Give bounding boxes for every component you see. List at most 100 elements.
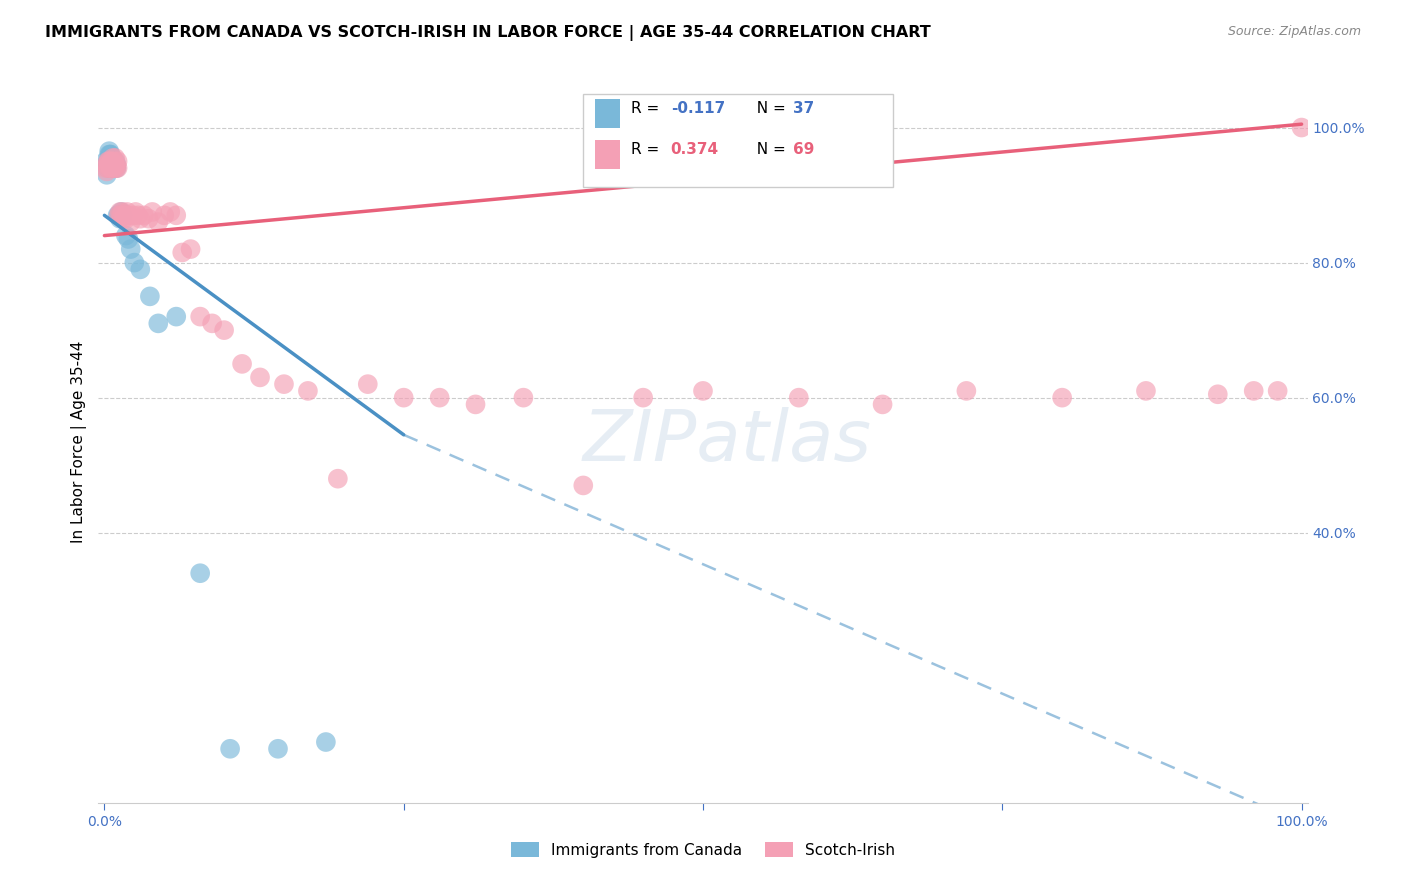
Point	[120, 242, 142, 256]
Point	[97, 161, 120, 175]
Point	[110, 208, 132, 222]
Point	[104, 154, 127, 169]
Point	[315, 735, 337, 749]
Point	[141, 205, 163, 219]
Point	[97, 161, 120, 175]
Point	[107, 154, 129, 169]
Point	[98, 158, 121, 172]
Point	[129, 211, 152, 226]
Point	[631, 391, 654, 405]
Point	[188, 566, 211, 581]
Point	[103, 161, 125, 175]
Point	[132, 208, 155, 222]
Point	[105, 158, 128, 172]
Point	[114, 208, 136, 222]
Point	[111, 205, 134, 219]
Point	[108, 211, 131, 226]
Point	[117, 208, 139, 222]
Point	[572, 478, 595, 492]
Point	[872, 397, 894, 411]
Point	[111, 208, 134, 222]
Point	[100, 154, 122, 169]
Point	[107, 208, 129, 222]
Point	[139, 289, 162, 303]
Point	[98, 147, 121, 161]
Point	[115, 205, 138, 219]
Point	[124, 255, 146, 269]
Point	[129, 262, 152, 277]
Point	[96, 168, 118, 182]
Y-axis label: In Labor Force | Age 35-44: In Labor Force | Age 35-44	[72, 341, 87, 542]
Point	[100, 161, 122, 175]
Point	[127, 208, 149, 222]
Point	[101, 158, 124, 172]
Point	[100, 151, 122, 165]
Point	[100, 158, 122, 172]
Point	[464, 397, 486, 411]
Point	[101, 158, 124, 172]
Point	[249, 370, 271, 384]
Point	[273, 377, 295, 392]
Point	[124, 205, 146, 219]
Point	[96, 158, 118, 172]
Point	[165, 310, 187, 324]
Point	[787, 391, 810, 405]
Text: 69: 69	[793, 143, 814, 157]
Point	[96, 164, 118, 178]
Point	[100, 147, 122, 161]
Point	[96, 158, 118, 172]
Point	[326, 472, 349, 486]
Point	[103, 154, 125, 169]
Point	[159, 205, 181, 219]
Point	[120, 215, 142, 229]
Point	[429, 391, 451, 405]
Point	[692, 384, 714, 398]
Point	[94, 154, 117, 169]
Point	[100, 147, 122, 161]
Point	[297, 384, 319, 398]
Text: R =: R =	[631, 143, 665, 157]
Point	[103, 161, 125, 175]
Point	[219, 741, 242, 756]
Point	[101, 161, 124, 175]
Point	[1050, 391, 1073, 405]
Text: IMMIGRANTS FROM CANADA VS SCOTCH-IRISH IN LABOR FORCE | AGE 35-44 CORRELATION CH: IMMIGRANTS FROM CANADA VS SCOTCH-IRISH I…	[45, 25, 931, 41]
Text: 0.374: 0.374	[671, 143, 718, 157]
Point	[148, 317, 170, 331]
Point	[201, 317, 224, 331]
Point	[108, 205, 131, 219]
Point	[100, 158, 122, 172]
Point	[212, 323, 235, 337]
Point	[115, 211, 138, 226]
Point	[188, 310, 211, 324]
Point	[98, 154, 121, 169]
Point	[107, 208, 129, 222]
Point	[112, 211, 135, 226]
Point	[231, 357, 253, 371]
Point	[107, 161, 129, 175]
Point	[100, 161, 122, 175]
Text: ZIPatlas: ZIPatlas	[582, 407, 872, 476]
Point	[98, 144, 121, 158]
Point	[105, 158, 128, 172]
Point	[117, 232, 139, 246]
Point	[267, 741, 290, 756]
Point	[110, 205, 132, 219]
Legend: Immigrants from Canada, Scotch-Irish: Immigrants from Canada, Scotch-Irish	[505, 836, 901, 863]
Point	[104, 158, 127, 172]
Point	[512, 391, 534, 405]
Point	[97, 154, 120, 169]
Point	[153, 208, 176, 222]
Point	[357, 377, 380, 392]
Point	[138, 211, 160, 226]
Point	[103, 154, 125, 169]
Point	[107, 208, 129, 222]
Text: N =: N =	[747, 102, 790, 116]
Point	[94, 161, 117, 175]
Text: -0.117: -0.117	[671, 102, 725, 116]
Text: R =: R =	[631, 102, 665, 116]
Text: N =: N =	[747, 143, 790, 157]
Point	[180, 242, 202, 256]
Point	[148, 215, 170, 229]
Point	[105, 161, 128, 175]
